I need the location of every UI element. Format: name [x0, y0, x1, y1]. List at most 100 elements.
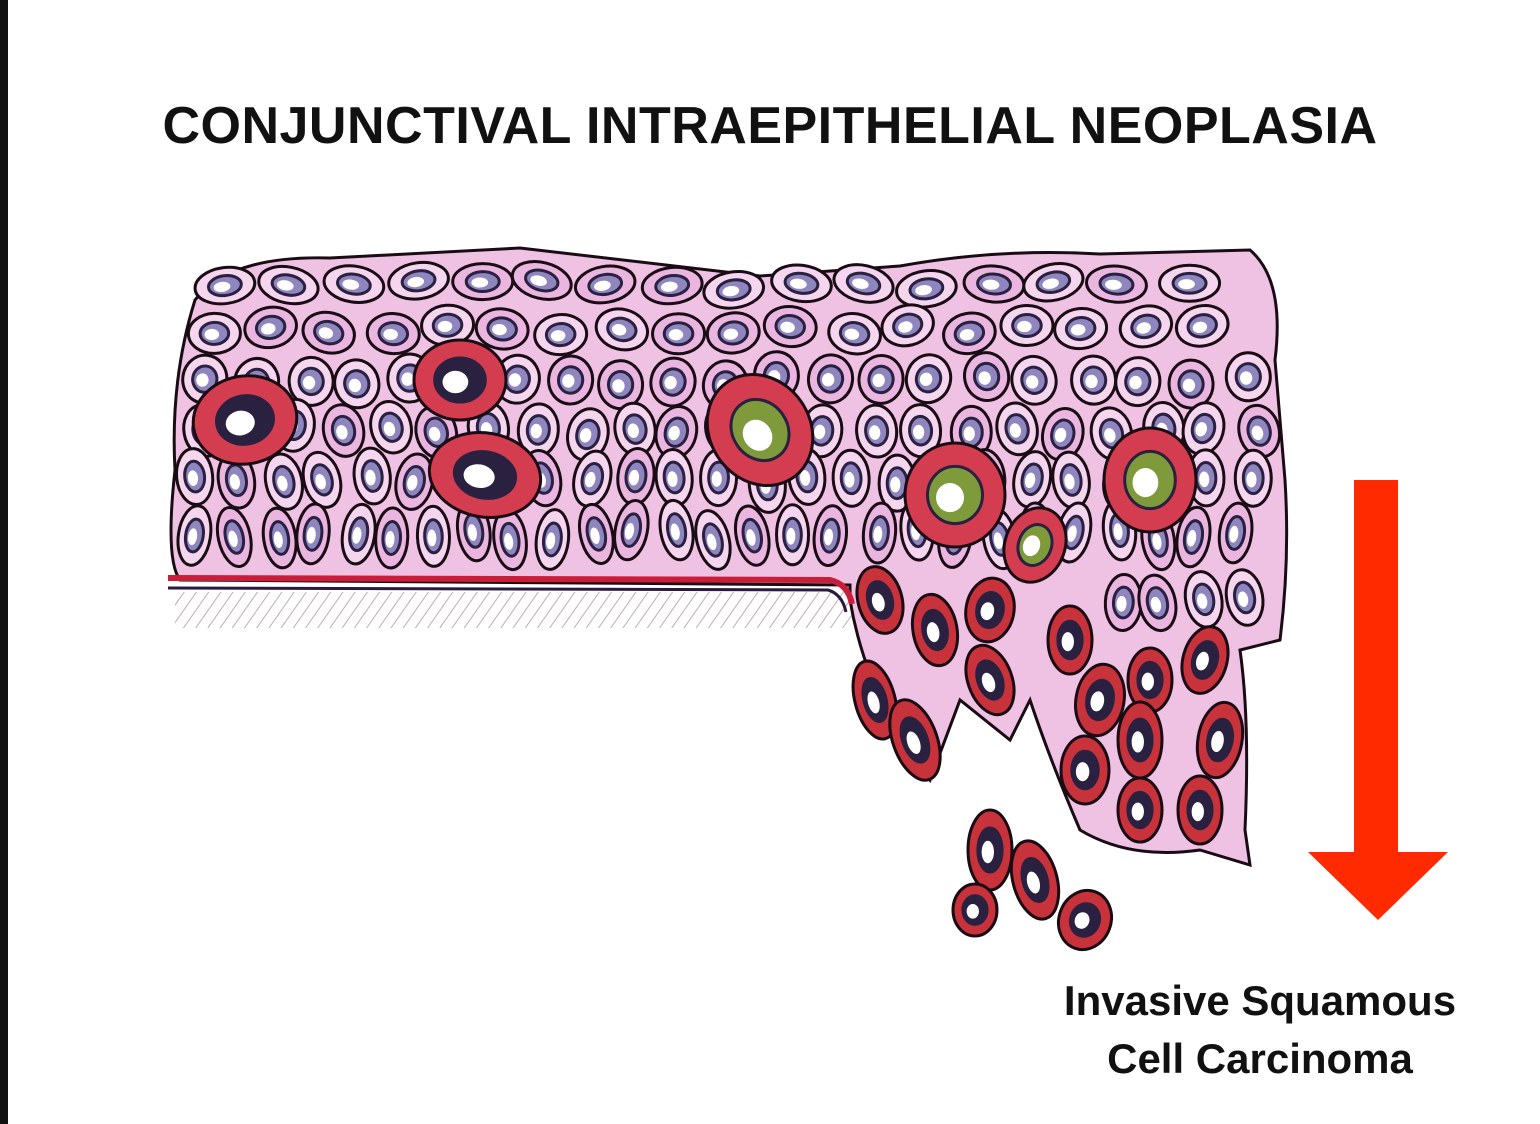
normal-cell — [577, 502, 615, 565]
atypical-cells — [191, 338, 1198, 584]
normal-cell — [193, 265, 257, 306]
invasive-cell — [1009, 839, 1061, 921]
invasive-cell — [951, 882, 999, 938]
atypical-cell — [1002, 506, 1068, 584]
normal-cell — [770, 263, 833, 304]
atypical-cell — [705, 373, 815, 487]
basement-membrane-shadow — [167, 586, 848, 613]
invasive-cell — [1126, 646, 1174, 714]
normal-cell — [1224, 351, 1272, 403]
normal-cell — [1167, 358, 1215, 410]
normal-cell — [1183, 570, 1224, 629]
normal-cell — [243, 305, 298, 350]
normal-cell — [651, 312, 707, 356]
invasive-cell — [1195, 700, 1245, 780]
normal-cell — [493, 353, 541, 405]
atypical-cell — [903, 441, 1007, 549]
invasive-cell — [964, 576, 1016, 644]
normal-cell — [995, 401, 1039, 457]
normal-cell — [861, 501, 898, 565]
invasive-cell — [1176, 774, 1224, 846]
normal-cell — [705, 311, 761, 355]
invasive-cell — [1074, 662, 1126, 738]
normal-cell — [1181, 401, 1226, 456]
atypical-cell — [1102, 426, 1198, 534]
normal-cell — [762, 304, 818, 349]
normal-cell — [658, 498, 695, 562]
normal-cell — [1217, 501, 1254, 565]
left-border — [0, 0, 8, 1124]
normal-cell — [963, 351, 1011, 402]
normal-cell — [1053, 306, 1109, 351]
normal-cell — [1137, 573, 1178, 633]
normal-cell — [1118, 304, 1174, 349]
normal-cell — [387, 260, 450, 301]
invasive-cell — [888, 698, 942, 782]
invasive-cell — [1180, 625, 1230, 695]
stroma-hatching — [175, 592, 855, 628]
normal-cell — [451, 262, 515, 302]
normal-cell — [775, 503, 811, 567]
normal-cell — [352, 446, 392, 506]
normal-cell — [831, 448, 871, 508]
normal-cell — [942, 311, 997, 356]
normal-cell — [1174, 304, 1230, 348]
normal-cell — [649, 356, 697, 408]
normal-cell — [812, 504, 848, 568]
normal-cell — [1186, 448, 1226, 508]
invasive-cell — [1057, 888, 1113, 952]
invasive-cell — [1046, 604, 1094, 676]
invasive-cell — [910, 592, 960, 668]
normal-cell — [895, 269, 958, 309]
normal-cell — [1070, 354, 1118, 406]
atypical-cell — [191, 374, 299, 466]
invasive-cell — [1116, 700, 1164, 780]
normal-cell — [733, 504, 771, 567]
normal-cell — [573, 264, 637, 305]
normal-cell — [832, 263, 895, 304]
normal-cell — [295, 502, 331, 566]
normal-cell — [613, 499, 650, 562]
normal-cell — [257, 264, 320, 306]
normal-cell — [420, 303, 476, 347]
normal-cell — [415, 504, 451, 568]
caption-line-1: Invasive Squamous — [1063, 977, 1457, 1024]
caption-line-2: Cell Carcinoma — [1107, 1035, 1413, 1082]
invasive-cell — [966, 808, 1014, 892]
normal-cell — [394, 452, 435, 511]
normal-cell — [321, 403, 366, 458]
normal-cell — [1085, 264, 1148, 304]
normal-cell — [374, 506, 410, 570]
normal-cell — [492, 508, 528, 572]
normal-cell — [899, 403, 943, 459]
normal-cell — [880, 303, 935, 348]
normal-cell — [702, 270, 766, 310]
normal-cell — [1010, 354, 1058, 406]
normal-cell — [533, 313, 589, 357]
normal-cell — [694, 509, 732, 571]
normal-cell — [287, 355, 335, 407]
normal-cell — [594, 307, 650, 352]
normal-cell — [855, 403, 899, 459]
normal-cell — [962, 264, 1026, 304]
invasive-cell — [855, 565, 905, 635]
normal-cell — [474, 307, 530, 351]
normal-cell — [301, 310, 356, 355]
normal-cell — [263, 452, 304, 511]
invasive-cells — [851, 565, 1245, 952]
normal-cell — [572, 449, 613, 508]
normal-cell — [1158, 263, 1222, 303]
normal-cell — [215, 506, 253, 569]
normal-cell — [369, 400, 413, 455]
normal-cell — [1022, 262, 1085, 303]
normal-cell — [640, 265, 704, 306]
basement-membrane — [167, 575, 855, 605]
invasive-cell — [1059, 734, 1111, 806]
normal-cell — [566, 407, 610, 462]
invasive-cell — [851, 659, 899, 741]
normal-cell — [806, 353, 855, 405]
invasive-cell — [1116, 776, 1164, 844]
normal-cell — [176, 504, 213, 567]
normal-cell — [510, 260, 573, 301]
